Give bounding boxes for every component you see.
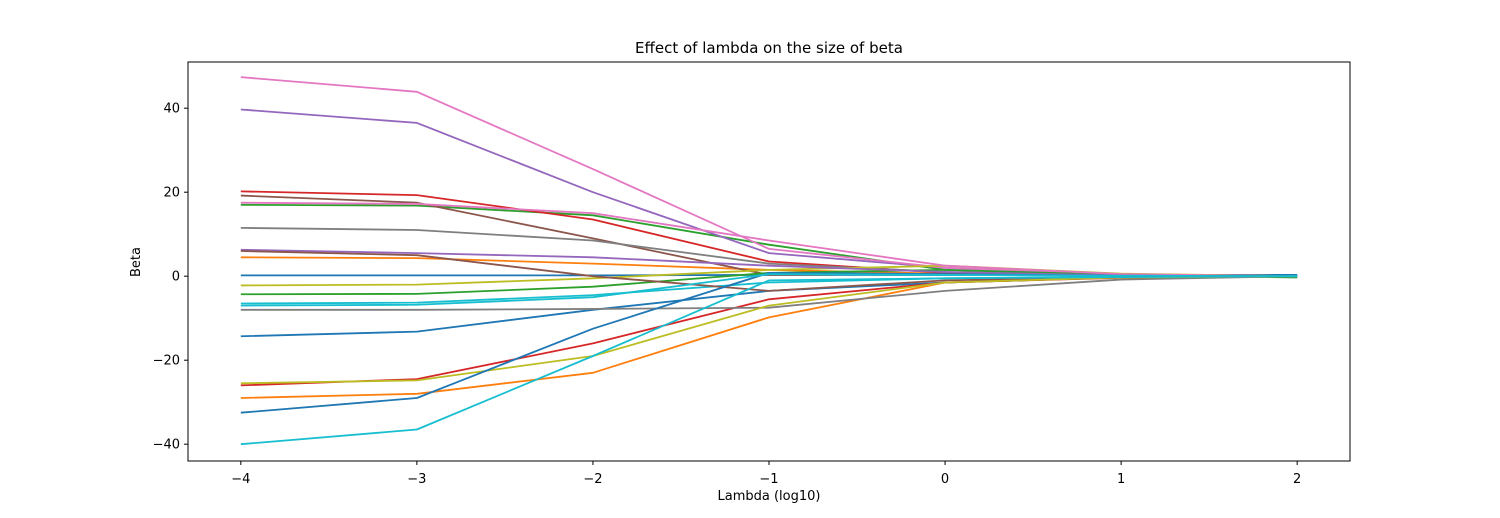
y-axis: −40 −20 0 20 40 bbox=[153, 102, 188, 453]
x-tick-label: 1 bbox=[1117, 472, 1125, 487]
series-layer bbox=[240, 76, 1298, 446]
y-tick-label: 20 bbox=[163, 186, 180, 201]
series-line-18 bbox=[240, 275, 1298, 311]
x-tick-label: −4 bbox=[231, 472, 250, 487]
x-tick-label: 0 bbox=[941, 472, 949, 487]
series-line-22 bbox=[240, 273, 1298, 307]
y-tick-label: −20 bbox=[153, 354, 180, 369]
y-tick-label: 0 bbox=[172, 270, 180, 285]
y-tick-label: −40 bbox=[153, 438, 180, 453]
x-tick-label: −2 bbox=[583, 472, 602, 487]
series-line-5 bbox=[240, 108, 1298, 278]
series-line-17 bbox=[240, 201, 1298, 278]
x-tick-label: −1 bbox=[759, 472, 778, 487]
x-tick-label: 2 bbox=[1293, 472, 1301, 487]
series-line-7 bbox=[240, 76, 1298, 278]
series-line-14 bbox=[240, 275, 1298, 387]
y-axis-label: Beta bbox=[129, 247, 144, 277]
x-axis: −4 −3 −2 −1 0 1 2 bbox=[231, 461, 1301, 487]
x-axis-label: Lambda (log10) bbox=[718, 489, 821, 504]
series-line-20 bbox=[240, 275, 1298, 446]
x-tick-label: −3 bbox=[407, 472, 426, 487]
y-tick-label: 40 bbox=[163, 102, 180, 117]
chart-title: Effect of lambda on the size of beta bbox=[635, 39, 903, 57]
series-line-19 bbox=[240, 275, 1298, 385]
